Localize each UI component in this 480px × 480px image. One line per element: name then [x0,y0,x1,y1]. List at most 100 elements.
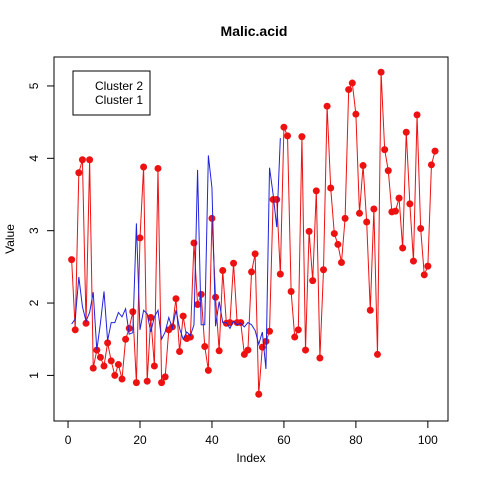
point [71,326,79,334]
point [431,147,439,155]
point [197,290,205,298]
point [309,277,317,285]
point [359,162,367,170]
point [186,333,194,341]
point [68,256,76,264]
point [384,167,392,175]
point [129,308,137,316]
point [391,207,399,215]
point [399,244,407,252]
point [215,347,223,355]
point [348,79,356,87]
point [377,68,385,76]
x-tick-label: 100 [418,433,438,447]
point [86,156,94,164]
point [143,377,151,385]
x-tick-label: 20 [133,433,147,447]
point [280,123,288,131]
point [413,111,421,119]
point [194,300,202,308]
point [111,371,119,379]
point [255,390,263,398]
point [258,343,266,351]
x-tick-label: 80 [349,433,363,447]
point [373,350,381,358]
point [122,335,130,343]
point [158,379,166,387]
point [312,187,320,195]
point [381,146,389,154]
point [366,306,374,314]
y-tick-label: 5 [27,82,41,89]
point [75,169,83,177]
point [118,375,126,383]
point [176,348,184,356]
point [82,319,90,327]
y-tick-label: 2 [27,299,41,306]
point [370,205,378,213]
point [402,128,410,136]
point [230,259,238,267]
legend-label: Cluster 1 [95,93,143,107]
point [154,164,162,172]
point [244,346,252,354]
point [107,357,115,365]
point [287,287,295,295]
point [406,200,414,208]
point [96,353,104,361]
point [150,362,158,370]
point [248,268,256,276]
point [330,230,338,238]
point [140,163,148,171]
y-tick-label: 3 [27,227,41,234]
point [161,373,169,381]
point [219,266,227,274]
y-axis-label: Value [3,224,17,254]
point [363,218,371,226]
point [409,257,417,265]
point [147,314,155,322]
point [320,266,328,274]
x-tick-label: 40 [205,433,219,447]
point [125,324,133,332]
point [291,333,299,341]
x-axis-label: Index [236,451,265,465]
point [420,271,428,279]
point [323,102,331,110]
point [204,366,212,374]
x-tick-label: 60 [277,433,291,447]
point [305,227,313,235]
point [355,209,363,217]
point [208,214,216,222]
point [395,194,403,202]
point [424,262,432,270]
point [201,342,209,350]
point [104,339,112,347]
point [294,326,302,334]
point [273,196,281,204]
point [352,110,360,118]
point [179,312,187,320]
legend-label: Cluster 2 [95,79,143,93]
y-tick-label: 4 [27,155,41,162]
point [298,133,306,141]
point [337,259,345,267]
chart-title: Malic.acid [221,23,288,39]
point [266,327,274,335]
point [345,86,353,94]
point [327,184,335,192]
series-line [71,138,281,369]
point [417,225,425,233]
point [89,364,97,372]
point [284,132,292,140]
point [78,156,86,164]
point [212,293,220,301]
point [172,295,180,303]
point [251,250,259,258]
series-line [71,72,436,395]
point [100,362,108,370]
point [114,361,122,369]
point [132,379,140,387]
point [427,161,435,169]
